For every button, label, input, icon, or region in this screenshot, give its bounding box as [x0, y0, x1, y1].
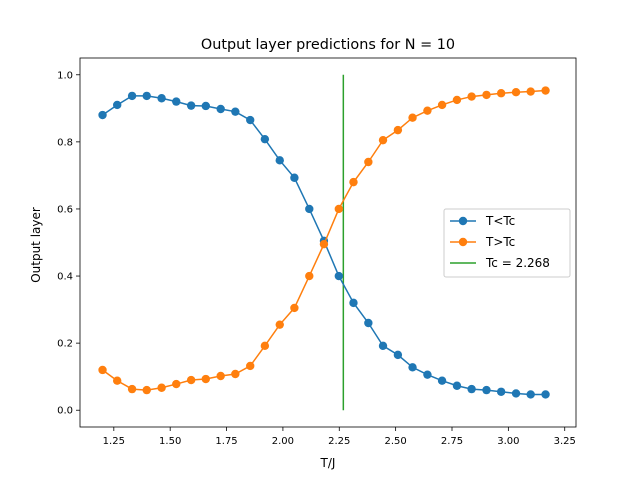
x-tick-label: 2.75	[441, 436, 463, 447]
data-point	[290, 173, 299, 182]
legend: T<Tc T>Tc Tc = 2.268	[443, 208, 571, 278]
data-point	[186, 375, 196, 385]
y-tick-label: 0.4	[57, 272, 73, 283]
axes-frame	[79, 57, 577, 428]
data-point	[349, 298, 358, 308]
data-point	[349, 177, 358, 187]
data-point	[364, 157, 373, 167]
legend-swatch-marker	[458, 237, 468, 247]
data-point	[201, 101, 211, 111]
data-point	[186, 101, 196, 110]
x-tick-label: 1.25	[103, 436, 125, 447]
data-point	[526, 87, 535, 96]
data-point	[246, 115, 255, 125]
data-point	[496, 89, 506, 98]
y-tick-label: 0.8	[57, 137, 73, 148]
data-point	[142, 385, 151, 395]
data-point	[408, 113, 417, 122]
data-point	[423, 370, 432, 379]
data-point	[275, 320, 284, 329]
x-tick-label: 2.25	[328, 436, 350, 447]
data-point	[393, 350, 403, 360]
data-point	[113, 376, 122, 385]
data-point	[511, 389, 521, 398]
x-tick-label: 3.25	[554, 436, 576, 447]
data-point	[541, 390, 550, 399]
data-point	[423, 106, 432, 115]
data-point	[290, 303, 299, 313]
data-point	[467, 92, 476, 101]
data-point	[511, 88, 521, 97]
data-point	[378, 135, 388, 145]
data-point	[393, 125, 403, 135]
data-point	[319, 239, 329, 249]
data-point	[378, 341, 388, 351]
data-point	[113, 100, 122, 110]
plot-content	[98, 74, 550, 411]
x-ticks: 1.25 1.50 1.75 2.00 2.25 2.50 2.75 3.00 3.25	[103, 427, 576, 447]
data-point	[305, 204, 314, 214]
legend-label: T<Tc	[485, 214, 515, 228]
data-point	[541, 86, 550, 95]
data-point	[172, 97, 181, 106]
data-point	[260, 341, 270, 351]
x-axis-label: T/J	[320, 456, 336, 470]
data-point	[231, 107, 240, 116]
data-point	[364, 318, 373, 328]
y-tick-label: 1.0	[57, 70, 73, 81]
data-point	[142, 91, 151, 101]
data-point	[231, 369, 240, 379]
data-point	[157, 383, 166, 392]
data-point	[334, 204, 344, 214]
x-tick-label: 3.00	[497, 436, 519, 447]
y-axis-label: Output layer	[29, 207, 43, 283]
chart-title: Output layer predictions for N = 10	[201, 37, 455, 53]
data-point	[98, 110, 107, 120]
x-tick-label: 2.00	[272, 436, 294, 447]
x-tick-label: 2.50	[385, 436, 407, 447]
y-tick-label: 0.2	[57, 339, 73, 350]
data-point	[172, 379, 181, 389]
axes-border	[79, 57, 577, 428]
data-point	[467, 384, 476, 394]
data-point	[98, 365, 107, 375]
x-tick-label: 1.75	[215, 436, 237, 447]
y-tick-label: 0.0	[57, 406, 73, 417]
legend-label: Tc = 2.268	[485, 256, 550, 270]
data-point	[127, 91, 137, 101]
y-ticks: 0.0 0.2 0.4 0.6 0.8 1.0	[57, 70, 80, 417]
data-point	[482, 385, 491, 395]
data-point	[127, 384, 137, 394]
data-point	[437, 376, 447, 385]
data-point	[260, 134, 270, 144]
data-point	[216, 371, 225, 381]
data-point	[157, 94, 166, 103]
data-point	[305, 271, 314, 281]
data-point	[334, 271, 344, 281]
data-point	[275, 156, 284, 165]
data-point	[496, 387, 506, 396]
data-point	[216, 104, 225, 114]
data-point	[482, 90, 491, 100]
data-point	[452, 381, 462, 390]
data-point	[201, 374, 211, 384]
data-point	[408, 363, 417, 372]
legend-box	[443, 208, 571, 278]
data-point	[452, 95, 462, 105]
x-tick-label: 1.50	[159, 436, 181, 447]
data-point	[246, 361, 255, 371]
data-point	[437, 100, 447, 110]
y-tick-label: 0.6	[57, 204, 73, 215]
legend-swatch-marker	[458, 216, 468, 226]
data-point	[526, 390, 535, 399]
legend-label: T>Tc	[485, 235, 515, 249]
